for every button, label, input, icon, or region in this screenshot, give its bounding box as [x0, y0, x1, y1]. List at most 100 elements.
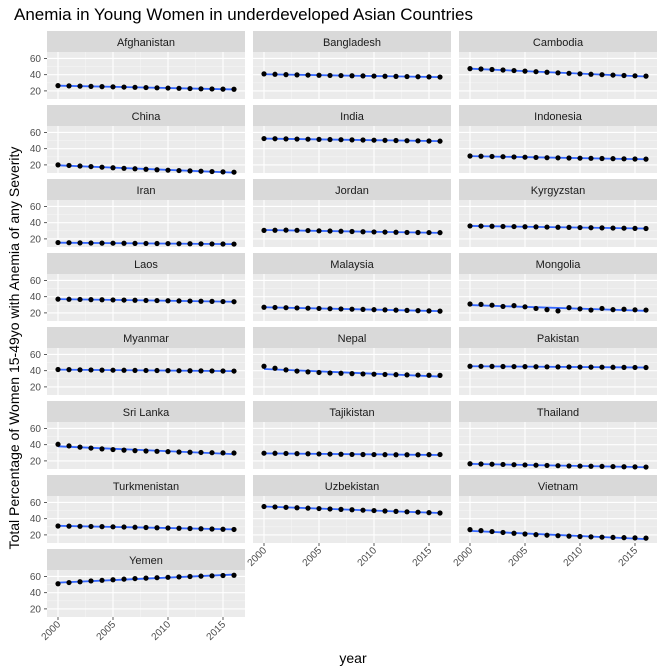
data-point	[577, 224, 583, 231]
data-point	[283, 227, 289, 233]
data-point	[478, 223, 484, 229]
data-point	[489, 528, 495, 535]
data-point	[426, 510, 432, 516]
data-point	[176, 449, 182, 455]
data-point	[283, 305, 289, 311]
data-point	[382, 307, 388, 313]
data-point	[187, 298, 193, 304]
data-point	[360, 507, 366, 513]
data-point	[610, 72, 616, 78]
facet-strip-label: Cambodia	[533, 37, 584, 49]
x-tick-label: 2000	[40, 619, 64, 643]
data-point	[371, 137, 377, 143]
x-tick-label: 2015	[411, 545, 435, 569]
facet-strip-label: Iran	[137, 185, 156, 197]
data-point	[272, 504, 278, 510]
data-point	[610, 534, 616, 541]
data-point	[500, 461, 506, 468]
facet-strip	[47, 31, 245, 52]
data-point	[555, 533, 561, 539]
facet-panel: Indonesia	[459, 105, 657, 173]
data-point	[187, 85, 193, 92]
facet-strip-label: Malaysia	[330, 259, 374, 271]
data-point	[360, 371, 366, 377]
facet-strip	[253, 475, 451, 496]
y-tick-label: 60	[30, 572, 42, 583]
data-point	[99, 240, 105, 246]
data-point	[404, 372, 410, 378]
data-point	[327, 370, 333, 376]
data-point	[305, 227, 311, 234]
facet-strip	[47, 327, 245, 348]
panel-background	[253, 200, 451, 247]
data-point	[599, 225, 605, 231]
data-point	[426, 372, 432, 378]
facet-strip-label: Sri Lanka	[123, 407, 170, 419]
data-point	[511, 363, 517, 370]
data-point	[154, 575, 160, 581]
data-point	[555, 463, 561, 469]
data-point	[489, 66, 495, 73]
data-point	[132, 367, 138, 373]
data-point	[198, 526, 204, 532]
data-point	[522, 462, 528, 468]
data-point	[632, 156, 638, 162]
facet-strip	[459, 327, 657, 348]
data-point	[305, 505, 311, 511]
data-point	[426, 308, 432, 314]
x-tick-label: 2010	[562, 545, 586, 569]
data-point	[132, 297, 138, 303]
data-point	[220, 298, 226, 305]
facet-panel: India	[253, 105, 451, 173]
facet-panel: Jordan	[253, 179, 451, 247]
data-point	[187, 449, 193, 455]
y-tick-label: 40	[30, 218, 42, 229]
data-point	[66, 162, 72, 169]
data-point	[55, 162, 61, 168]
data-point	[77, 523, 83, 529]
data-point	[316, 369, 322, 376]
data-point	[198, 86, 204, 92]
data-point	[588, 307, 594, 313]
data-point	[143, 367, 149, 374]
data-point	[489, 302, 495, 308]
data-point	[599, 463, 605, 470]
data-point	[176, 241, 182, 247]
panel-background	[459, 274, 657, 321]
data-point	[220, 526, 226, 532]
data-point	[599, 364, 605, 370]
data-point	[533, 305, 539, 312]
data-point	[511, 530, 517, 536]
data-point	[261, 227, 267, 233]
data-point	[415, 372, 421, 378]
facet-panel: Tajikistan	[253, 401, 451, 469]
data-point	[467, 223, 473, 229]
data-point	[165, 449, 171, 455]
facet-strip	[47, 179, 245, 200]
facet-strip-label: Yemen	[129, 555, 163, 567]
data-point	[404, 73, 410, 80]
data-point	[500, 303, 506, 310]
data-point	[110, 524, 116, 530]
data-point	[643, 156, 649, 162]
data-point	[176, 167, 182, 174]
data-point	[404, 509, 410, 515]
data-point	[371, 229, 377, 235]
data-point	[305, 369, 311, 375]
data-point	[522, 68, 528, 74]
data-point	[588, 364, 594, 370]
data-point	[77, 240, 83, 246]
data-point	[154, 367, 160, 374]
data-point	[99, 297, 105, 303]
facet-strip	[253, 401, 451, 422]
data-point	[209, 298, 215, 304]
data-point	[555, 364, 561, 370]
data-point	[165, 574, 171, 580]
y-tick-label: 40	[30, 70, 42, 81]
data-point	[467, 153, 473, 159]
data-point	[544, 532, 550, 538]
data-point	[360, 137, 366, 143]
data-point	[360, 306, 366, 313]
data-point	[500, 154, 506, 160]
facet-strip-label: Tajikistan	[329, 407, 374, 419]
